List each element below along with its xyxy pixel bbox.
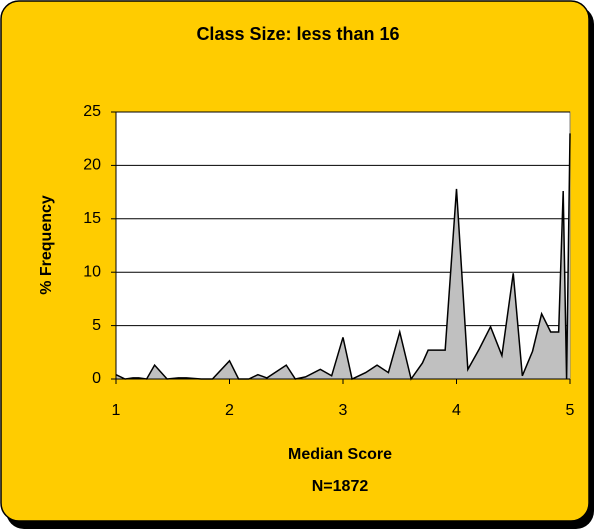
x-tick-label: 5 (566, 402, 575, 419)
x-axis-note: N=1872 (312, 478, 369, 495)
x-tick-label: 3 (339, 402, 348, 419)
y-axis-title: % Frequency (38, 195, 55, 295)
y-tick-label: 15 (83, 210, 101, 227)
x-tick-label: 2 (225, 402, 234, 419)
y-tick-label: 0 (92, 370, 101, 387)
area-line (115, 133, 571, 381)
y-tick-label: 5 (92, 317, 101, 334)
chart-title: Class Size: less than 16 (196, 24, 399, 44)
x-tick-label: 4 (452, 402, 461, 419)
y-tick-label: 10 (83, 263, 101, 280)
y-tick-label: 20 (83, 157, 101, 174)
x-axis-title: Median Score (288, 446, 392, 463)
x-tick-label: 1 (112, 402, 121, 419)
y-tick-label: 25 (83, 103, 101, 120)
